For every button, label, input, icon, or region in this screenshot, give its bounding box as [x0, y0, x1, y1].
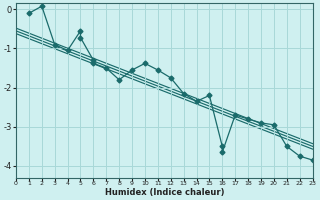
X-axis label: Humidex (Indice chaleur): Humidex (Indice chaleur)	[105, 188, 224, 197]
